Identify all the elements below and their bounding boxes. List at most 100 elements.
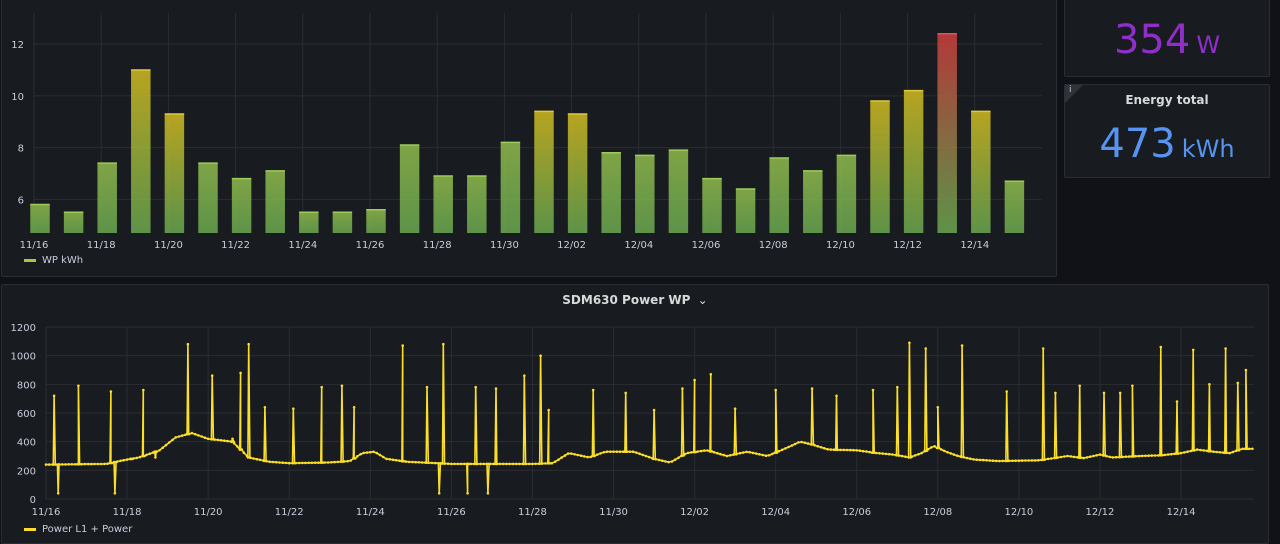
x-tick-label: 11/16 bbox=[32, 507, 61, 518]
data-point bbox=[125, 458, 129, 461]
data-point bbox=[660, 459, 664, 462]
bar[interactable] bbox=[567, 113, 588, 233]
data-point bbox=[895, 454, 898, 457]
data-point bbox=[132, 457, 135, 460]
bar[interactable] bbox=[668, 150, 689, 233]
energy-total-stat-panel[interactable]: i Energy total 473 kWh bbox=[1064, 84, 1270, 178]
panel-title-text: SDM630 Power WP bbox=[562, 293, 691, 307]
data-point bbox=[113, 492, 117, 495]
data-point bbox=[365, 451, 369, 454]
data-point bbox=[109, 390, 113, 393]
daily-energy-panel[interactable]: 6 8 10 12 11/16 11/18 11/20 11/22 11/24 11/26 11/2… bbox=[1, 0, 1057, 277]
bar[interactable] bbox=[198, 163, 218, 233]
data-point bbox=[1007, 459, 1011, 463]
data-point bbox=[852, 448, 855, 452]
data-point bbox=[486, 492, 490, 495]
bar[interactable] bbox=[265, 170, 285, 233]
data-point bbox=[994, 459, 998, 463]
bar[interactable] bbox=[366, 209, 386, 233]
data-point bbox=[690, 451, 693, 454]
data-point bbox=[441, 462, 444, 465]
current-power-stat-panel[interactable]: 354 W bbox=[1064, 0, 1270, 77]
bar[interactable] bbox=[702, 178, 722, 233]
bar[interactable] bbox=[399, 145, 420, 233]
data-point bbox=[167, 441, 171, 444]
data-point bbox=[67, 463, 70, 466]
bar[interactable] bbox=[97, 163, 117, 233]
bar[interactable] bbox=[534, 111, 554, 233]
bar[interactable] bbox=[332, 212, 353, 233]
data-point bbox=[937, 446, 941, 450]
bar[interactable] bbox=[601, 152, 621, 233]
data-point bbox=[813, 444, 816, 447]
data-point bbox=[346, 459, 349, 463]
bar[interactable] bbox=[30, 204, 50, 233]
bar[interactable] bbox=[735, 189, 756, 233]
bar[interactable] bbox=[937, 33, 957, 233]
bar[interactable] bbox=[803, 170, 823, 233]
power-line-panel[interactable]: SDM630 Power WP ⌄ 0 200 400 600 800 1000 1200 1… bbox=[1, 284, 1269, 544]
bar[interactable] bbox=[971, 111, 991, 233]
data-point bbox=[968, 457, 972, 460]
y-tick-label: 600 bbox=[17, 409, 36, 420]
bar[interactable] bbox=[299, 212, 319, 233]
bar[interactable] bbox=[164, 113, 185, 233]
data-point bbox=[343, 460, 346, 463]
data-point bbox=[793, 442, 797, 446]
bar[interactable] bbox=[63, 212, 84, 233]
data-point bbox=[1199, 448, 1202, 452]
data-point bbox=[96, 462, 100, 466]
data-point bbox=[628, 450, 631, 453]
data-point bbox=[771, 452, 774, 456]
chart-legend[interactable]: WP kWh bbox=[24, 255, 83, 266]
bar[interactable] bbox=[836, 155, 857, 233]
data-point bbox=[924, 347, 927, 350]
data-point bbox=[193, 432, 197, 436]
info-icon[interactable]: i bbox=[1065, 85, 1083, 103]
data-point bbox=[268, 460, 272, 464]
data-point bbox=[369, 450, 372, 454]
bar[interactable] bbox=[467, 176, 487, 233]
data-point bbox=[696, 450, 700, 453]
data-point bbox=[446, 462, 450, 465]
bar[interactable] bbox=[500, 142, 521, 233]
data-point bbox=[143, 454, 146, 458]
data-point bbox=[394, 458, 398, 462]
x-tick-label: 12/10 bbox=[826, 240, 855, 251]
panel-title[interactable]: SDM630 Power WP ⌄ bbox=[2, 293, 1268, 307]
bar[interactable] bbox=[231, 178, 252, 233]
data-point bbox=[764, 454, 768, 457]
data-point bbox=[835, 394, 838, 398]
data-point bbox=[1063, 455, 1066, 458]
x-tick-label: 12/06 bbox=[692, 240, 721, 251]
data-point bbox=[540, 462, 544, 465]
data-point bbox=[1170, 452, 1173, 456]
data-point bbox=[424, 461, 428, 464]
chevron-down-icon[interactable]: ⌄ bbox=[697, 293, 708, 307]
data-point bbox=[231, 437, 234, 441]
bar[interactable] bbox=[1004, 181, 1025, 233]
chart-legend[interactable]: Power L1 + Power bbox=[24, 524, 132, 535]
data-point bbox=[417, 461, 421, 464]
data-point bbox=[871, 388, 875, 392]
data-point bbox=[304, 461, 307, 465]
y-tick-label: 6 bbox=[18, 195, 24, 206]
energy-stat-value: 473 kWh bbox=[1065, 121, 1269, 167]
bar[interactable] bbox=[635, 155, 655, 233]
power-unit: W bbox=[1196, 31, 1221, 59]
data-point bbox=[647, 455, 651, 459]
bar[interactable] bbox=[131, 69, 151, 233]
bar[interactable] bbox=[433, 176, 453, 233]
bar[interactable] bbox=[870, 101, 890, 233]
y-tick-label: 10 bbox=[11, 92, 24, 103]
data-point bbox=[1179, 451, 1183, 455]
data-point bbox=[297, 461, 301, 465]
bar[interactable] bbox=[903, 90, 924, 233]
data-point bbox=[868, 450, 871, 454]
data-point bbox=[281, 461, 285, 464]
data-point bbox=[1224, 347, 1227, 350]
data-point bbox=[631, 450, 635, 453]
data-point bbox=[255, 457, 259, 461]
bar[interactable] bbox=[769, 157, 789, 233]
data-point bbox=[58, 463, 61, 466]
